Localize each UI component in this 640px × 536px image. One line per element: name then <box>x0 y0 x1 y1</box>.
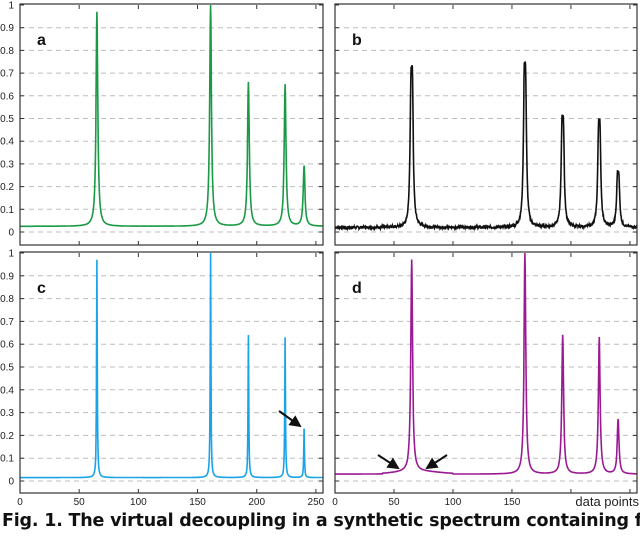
y-tick-label: 0 <box>8 477 14 488</box>
panel-label: d <box>352 280 362 297</box>
x-tick-label: 100 <box>130 497 147 508</box>
y-tick-label: 0.6 <box>0 91 14 102</box>
x-tick-label: 50 <box>388 497 400 508</box>
arrow-d-right-icon <box>425 454 448 470</box>
plot-frame <box>334 251 638 494</box>
x-tick-label: 0 <box>17 497 23 508</box>
x-tick-label: 0 <box>332 497 338 508</box>
y-tick-label: 0.4 <box>0 137 14 148</box>
y-tick-label: 0.2 <box>0 182 14 193</box>
figure-caption: Fig. 1. The virtual decoupling in a synt… <box>2 511 640 531</box>
panel-label: c <box>37 280 46 297</box>
y-tick-label: 0.3 <box>0 408 14 419</box>
y-tick-label: 0.7 <box>0 69 14 80</box>
y-tick-label: 0.2 <box>0 431 14 442</box>
x-tick-label: 250 <box>308 497 325 508</box>
y-tick-label: 0.8 <box>0 294 14 305</box>
arrow-d-left-icon <box>377 454 400 470</box>
panel-label: a <box>37 32 46 49</box>
arrow-c-icon <box>278 410 302 428</box>
x-tick-label: 150 <box>504 497 521 508</box>
plot-frame <box>334 3 638 246</box>
y-tick-label: 1 <box>8 249 14 260</box>
spectrum-line-b <box>334 61 638 232</box>
y-tick-label: 0.9 <box>0 271 14 282</box>
y-tick-label: 0.5 <box>0 363 14 374</box>
y-tick-label: 0.3 <box>0 159 14 170</box>
panel-d: 0 50 100 150 data points d <box>332 251 639 509</box>
x-tick-label: 150 <box>189 497 206 508</box>
y-tick-label: 0.1 <box>0 205 14 216</box>
x-axis-label: data points <box>575 494 639 509</box>
x-tick-label: 200 <box>248 497 265 508</box>
y-tick-label: 0 <box>8 228 14 239</box>
panel-b: b <box>334 3 638 246</box>
y-tick-label: 0.8 <box>0 46 14 57</box>
spectrum-line-d <box>335 252 637 475</box>
panel-label: b <box>352 32 362 49</box>
panel-c: 0 0.1 0.2 0.3 0.4 0.5 0.6 0.7 0.8 0.9 1 0 50 100 150 20… <box>0 249 325 509</box>
plot-frame <box>19 251 324 494</box>
spectrum-line-c <box>20 252 323 479</box>
x-tick-label: 50 <box>74 497 86 508</box>
y-tick-label: 0.9 <box>0 23 14 34</box>
spectrum-line-a <box>20 4 323 228</box>
plot-frame <box>19 3 324 246</box>
y-tick-label: 0.1 <box>0 454 14 465</box>
y-tick-label: 1 <box>8 1 14 12</box>
y-tick-label: 0.6 <box>0 340 14 351</box>
panel-a: 0 0.1 0.2 0.3 0.4 0.5 0.6 0.7 0.8 0.9 1 a <box>0 1 324 246</box>
y-tick-label: 0.7 <box>0 317 14 328</box>
x-tick-label: 100 <box>445 497 462 508</box>
y-tick-label: 0.5 <box>0 114 14 125</box>
y-tick-label: 0.4 <box>0 385 14 396</box>
